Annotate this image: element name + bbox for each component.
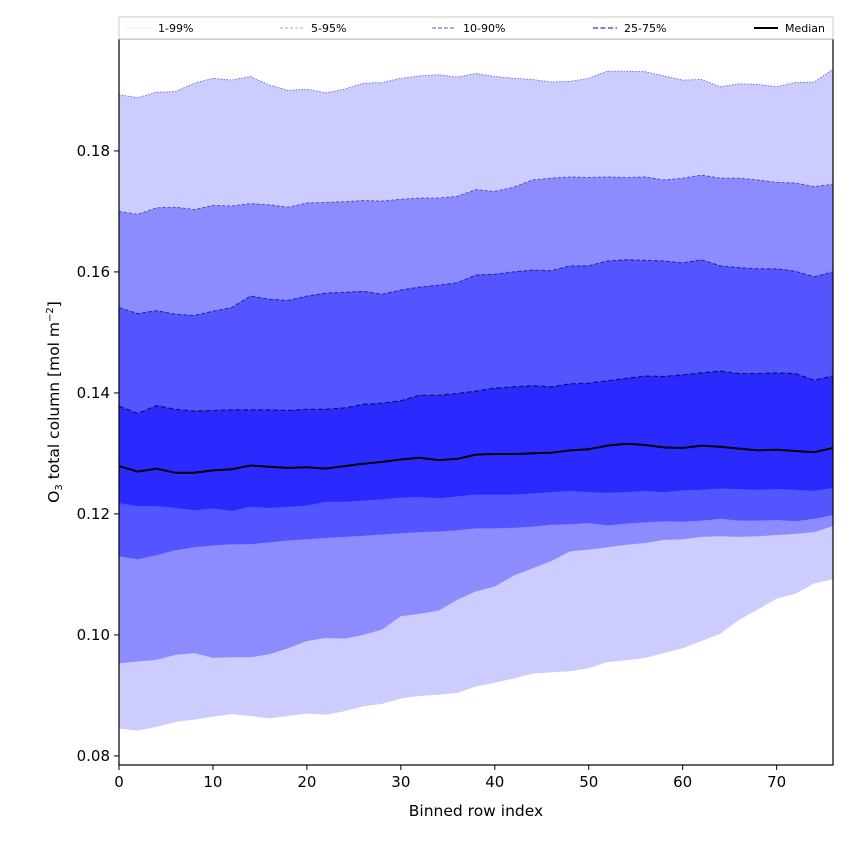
y-tick-label: 0.10	[77, 626, 110, 644]
x-tick-label: 60	[673, 773, 692, 791]
y-axis: 0.08 0.10 0.12 0.14 0.16 0.18	[77, 142, 119, 765]
y-axis-label-superscript: −2	[45, 307, 56, 322]
x-tick-label: 10	[203, 773, 222, 791]
legend-label: 1-99%	[158, 22, 193, 35]
band-5-95-upper-line	[119, 174, 833, 215]
y-axis-label-subscript: 3	[54, 484, 65, 490]
x-tick-label: 20	[297, 773, 316, 791]
legend-label: 5-95%	[311, 22, 346, 35]
x-axis: 0 10 20 30 40 50 60 70	[114, 765, 786, 791]
x-tick-label: 70	[767, 773, 786, 791]
legend-label: 10-90%	[463, 22, 505, 35]
band-10-90-upper-line	[119, 259, 833, 317]
y-axis-label-end: ]	[45, 301, 63, 307]
x-tick-label: 30	[391, 773, 410, 791]
band-edges-layer	[119, 68, 833, 415]
y-tick-label: 0.08	[77, 747, 110, 765]
y-tick-label: 0.16	[77, 263, 110, 281]
band-25-75-upper-line	[119, 370, 833, 415]
y-axis-label: O3 total column [mol m−2]	[45, 301, 65, 503]
median-line	[119, 442, 833, 474]
legend-label: Median	[785, 22, 825, 35]
x-axis-label: Binned row index	[409, 802, 543, 820]
y-tick-label: 0.12	[77, 505, 110, 523]
band-25-75-fill	[119, 371, 833, 511]
x-tick-label: 40	[485, 773, 504, 791]
y-tick-label: 0.18	[77, 142, 110, 160]
y-axis-label-main: O	[45, 491, 63, 503]
bands-layer	[119, 69, 833, 731]
legend-label: 25-75%	[624, 22, 666, 35]
x-tick-label: 50	[579, 773, 598, 791]
legend-box	[118, 16, 834, 40]
y-tick-label: 0.14	[77, 384, 110, 402]
median-layer	[119, 442, 833, 474]
y-axis-label-rest: total column [mol m	[45, 322, 63, 484]
x-tick-label: 0	[114, 773, 124, 791]
band-1-99-upper-line	[119, 68, 833, 99]
legend: 1-99% 5-95% 10-90% 25-75% Median	[118, 16, 834, 40]
